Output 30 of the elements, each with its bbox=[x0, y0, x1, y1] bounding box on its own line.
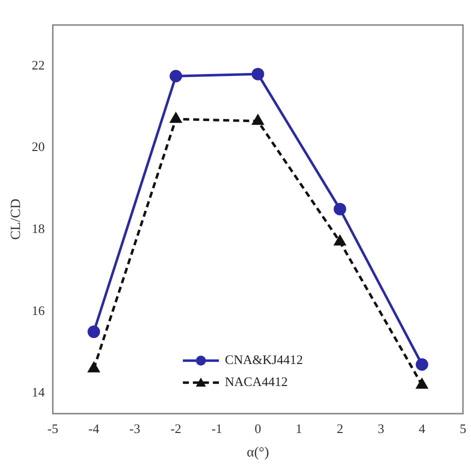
x-tick-label: -2 bbox=[170, 420, 182, 436]
point bbox=[334, 236, 346, 246]
x-tick-label: -5 bbox=[47, 420, 58, 436]
point bbox=[416, 358, 428, 371]
x-tick-label: 4 bbox=[418, 420, 426, 436]
point bbox=[170, 112, 182, 123]
x-tick-label: 1 bbox=[296, 420, 302, 436]
point bbox=[334, 202, 346, 216]
x-tick-label: 2 bbox=[336, 420, 344, 436]
y-tick-label: 14 bbox=[32, 384, 46, 400]
y-tick-label: 16 bbox=[32, 302, 46, 318]
x-tick-label: -4 bbox=[88, 420, 100, 436]
legend-label: NACA4412 bbox=[224, 374, 288, 390]
x-tick-label: -1 bbox=[211, 420, 222, 436]
y-tick-label: 18 bbox=[32, 220, 45, 236]
point bbox=[252, 68, 264, 80]
x-axis-title: α(°) bbox=[246, 445, 270, 460]
point bbox=[88, 326, 100, 338]
y-tick-label: 22 bbox=[32, 57, 45, 72]
y-tick-label: 20 bbox=[32, 139, 45, 154]
x-tick-label: 0 bbox=[254, 420, 262, 436]
point bbox=[416, 378, 428, 389]
x-tick-label: -3 bbox=[129, 420, 140, 436]
point bbox=[170, 70, 182, 82]
point bbox=[252, 114, 264, 125]
y-axis-title: CL/CD bbox=[9, 198, 24, 240]
x-tick-label: 3 bbox=[378, 420, 384, 436]
x-tick-label: 5 bbox=[460, 420, 466, 436]
point bbox=[88, 362, 100, 372]
legend-label: CNA&KJ4412 bbox=[224, 352, 303, 368]
